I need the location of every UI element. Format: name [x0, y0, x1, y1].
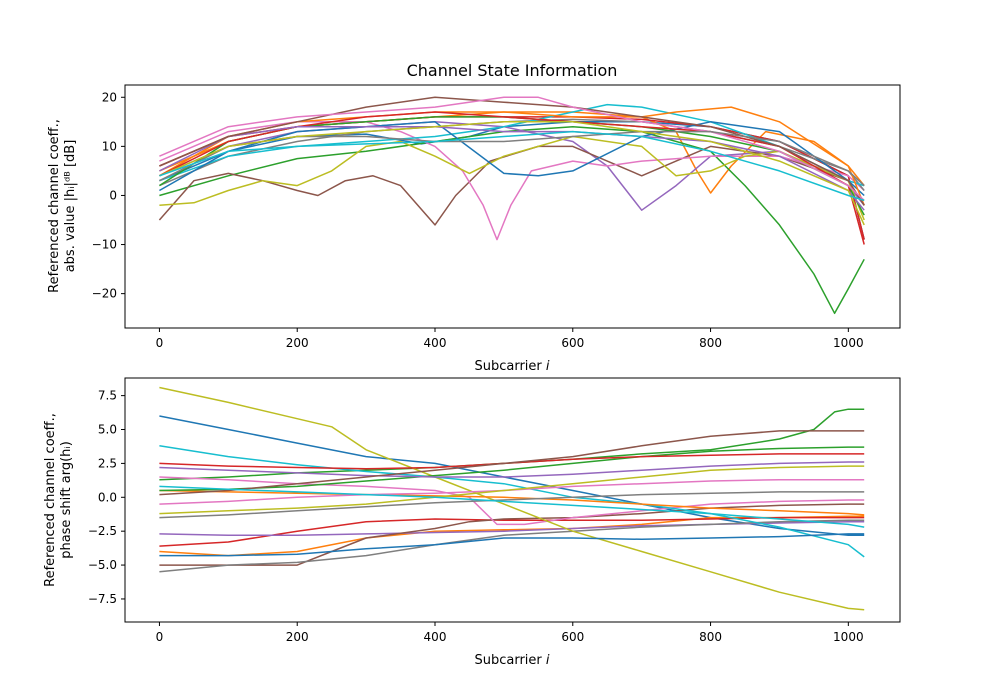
- abs-value-xtick-label: 400: [424, 336, 447, 350]
- abs-value-axes-frame: [124, 84, 901, 329]
- abs-value-subplot: 0 200 400 600 800 1000 −20 −10 0 10 20 Subcarrier…: [47, 84, 901, 374]
- abs-value-series-line: [159, 121, 865, 197]
- phase-shift-series-line: [159, 476, 865, 526]
- abs-value-xtick-label: 800: [699, 336, 722, 350]
- phase-shift-xtick-label: 400: [424, 630, 447, 644]
- abs-value-xtick-label: 600: [561, 336, 584, 350]
- phase-shift-ytick-label: −5.0: [88, 558, 117, 572]
- phase-shift-axes-frame: [124, 377, 901, 623]
- phase-shift-series-line: [159, 533, 865, 557]
- abs-value-series-line: [159, 121, 865, 241]
- phase-shift-series-line: [159, 446, 865, 492]
- phase-shift-ytick-label: 5.0: [98, 423, 117, 437]
- abs-value-series-line: [159, 130, 865, 202]
- abs-value-xtick-label: 1000: [833, 336, 864, 350]
- phase-shift-series-line: [159, 478, 865, 505]
- phase-shift-ytick-label: 2.5: [98, 456, 117, 470]
- phase-shift-ytick-label: −2.5: [88, 524, 117, 538]
- abs-value-xtick-label: 0: [156, 336, 164, 350]
- phase-shift-series-line: [159, 519, 865, 573]
- phase-shift-subplot: 0 200 400 600 800 1000 −7.5 −5.0 −2.5 0.0 2.5 5.0 7…: [43, 377, 901, 668]
- abs-value-xlabel: Subcarrier i: [474, 359, 549, 374]
- abs-value-series-line: [159, 118, 865, 191]
- phase-shift-ytick-label: 0.0: [98, 490, 117, 504]
- phase-shift-series-line: [159, 453, 865, 470]
- phase-shift-series-line: [159, 386, 865, 611]
- phase-shift-xtick-label: 200: [286, 630, 309, 644]
- phase-shift-xtick-label: 1000: [833, 630, 864, 644]
- abs-value-ylabel-line-2: abs. value |hᵢ|ᵈᴮ [dB]: [63, 140, 78, 273]
- abs-value-series-line: [159, 96, 865, 201]
- abs-value-series-line: [158, 145, 865, 226]
- abs-value-ylabel-line-1: Referenced channel coeff.,: [47, 119, 62, 293]
- phase-shift-series-line: [159, 520, 865, 536]
- phase-shift-xtick-label: 600: [561, 630, 584, 644]
- phase-shift-ylabel-line-2: phase shift arg(hᵢ): [59, 441, 74, 559]
- phase-shift-xlabel: Subcarrier i: [474, 653, 549, 668]
- abs-value-ytick-label: −10: [92, 238, 117, 252]
- phase-shift-series-line: [159, 485, 865, 528]
- phase-shift-ylabel: Referenced channel coeff., phase shift a…: [43, 413, 74, 587]
- phase-shift-ylabel-line-1: Referenced channel coeff.,: [43, 413, 58, 587]
- phase-shift-series-line: [159, 465, 865, 515]
- phase-shift-xtick-label: 0: [156, 630, 164, 644]
- abs-value-ylabel: Referenced channel coeff., abs. value |h…: [47, 119, 78, 293]
- phase-shift-ytick-label: −7.5: [88, 592, 117, 606]
- phase-shift-series-line: [159, 430, 865, 496]
- abs-value-series-line: [159, 121, 865, 226]
- chart-title: Channel State Information: [407, 61, 618, 80]
- phase-shift-ytick-label: 7.5: [98, 389, 117, 403]
- phase-shift-series-line: [159, 503, 865, 566]
- abs-value-series-line: [159, 135, 865, 221]
- phase-shift-series-line: [159, 461, 865, 478]
- abs-value-ytick-label: 10: [102, 139, 117, 153]
- abs-value-xtick-label: 200: [286, 336, 309, 350]
- phase-shift-series-line: [159, 516, 865, 547]
- abs-value-ytick-label: 0: [109, 188, 117, 202]
- phase-shift-xtick-label: 800: [699, 630, 722, 644]
- abs-value-series-line: [159, 125, 865, 211]
- phase-shift-series-line: [159, 445, 865, 558]
- abs-value-series-line: [159, 96, 865, 206]
- abs-value-ytick-label: 20: [102, 90, 117, 104]
- phase-shift-series-line: [159, 491, 865, 519]
- phase-shift-series-line: [159, 408, 865, 481]
- abs-value-ytick-label: −20: [92, 287, 117, 301]
